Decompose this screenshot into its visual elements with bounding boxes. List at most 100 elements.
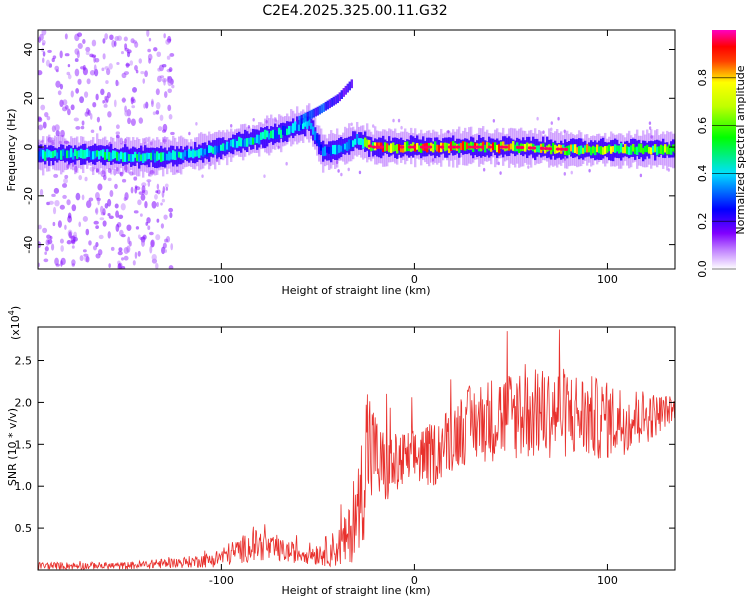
noise-speck — [121, 178, 127, 183]
noise-speck — [47, 49, 52, 53]
ridge-core — [280, 129, 283, 139]
ridge-core — [438, 144, 441, 153]
noise-speck — [117, 263, 122, 269]
ridge-core — [394, 145, 397, 152]
noise-speck — [164, 249, 168, 253]
snr-marks — [38, 329, 675, 570]
noise-speck — [79, 255, 84, 262]
ridge-core — [292, 123, 295, 133]
noise-speck — [134, 185, 138, 189]
ridge-peak-cell — [379, 145, 385, 149]
ridge-core — [82, 150, 85, 159]
noise-speck — [114, 183, 118, 189]
noise-speck — [49, 137, 55, 143]
noise-speck — [123, 255, 129, 261]
noise-speck — [147, 181, 151, 187]
noise-speck — [84, 176, 88, 182]
noise-speck — [230, 123, 233, 128]
noise-speck — [150, 239, 155, 248]
ridge-core — [110, 152, 113, 161]
noise-speck — [144, 70, 148, 78]
ridge-peak-cell — [471, 145, 477, 149]
x-tick-label: 0 — [411, 273, 418, 286]
ridge-core — [572, 144, 575, 153]
ridge-core — [398, 144, 401, 151]
ridge-core — [140, 154, 143, 162]
ridge-core — [650, 147, 653, 155]
ridge-core — [370, 144, 373, 152]
noise-speck — [135, 226, 140, 230]
spectrogram-x-label: Height of straight line (km) — [281, 284, 430, 297]
branch-cell — [332, 96, 335, 106]
ridge-core — [576, 147, 579, 155]
noise-speck — [285, 161, 288, 166]
noise-speck — [48, 200, 54, 205]
noise-speck — [135, 69, 139, 74]
ridge-core — [392, 142, 395, 152]
noise-speck — [104, 203, 109, 209]
ridge-core — [378, 142, 381, 149]
ridge-core — [208, 145, 211, 153]
noise-speck — [108, 63, 113, 70]
ridge-core — [648, 146, 651, 154]
ridge-core — [552, 142, 555, 152]
ridge-core — [362, 139, 365, 149]
ridge-core — [214, 145, 217, 155]
ridge-core — [56, 152, 59, 159]
snr-frame — [37, 326, 676, 571]
noise-speck — [156, 218, 160, 223]
noise-speck — [129, 171, 134, 176]
noise-speck — [139, 213, 143, 217]
noise-speck — [82, 67, 88, 76]
ridge-core — [206, 147, 209, 157]
noise-speck — [142, 78, 146, 84]
ridge-core — [672, 144, 675, 152]
x-tick-label: -100 — [209, 574, 234, 587]
ridge-core — [328, 146, 331, 154]
noise-speck — [102, 220, 107, 227]
ridge-core — [310, 123, 313, 130]
ridge-core — [402, 144, 405, 153]
noise-speck — [97, 183, 103, 191]
ridge-core — [150, 152, 153, 161]
ridge-peak-cell — [547, 147, 553, 151]
noise-speck — [54, 257, 59, 266]
noise-speck — [536, 116, 539, 121]
noise-speck — [58, 140, 63, 145]
ridge-core — [316, 134, 319, 144]
y-tick-label: 0.5 — [15, 522, 33, 535]
ridge-core — [218, 145, 221, 153]
ridge-core — [98, 151, 101, 160]
noise-speck — [134, 251, 138, 259]
ridge-core — [108, 151, 111, 162]
colorbar: 0.0 0.2 0.4 0.6 0.8 Normalized spectral ampl… — [696, 30, 747, 278]
ridge-core — [144, 153, 147, 162]
noise-speck — [110, 246, 115, 251]
noise-speck — [209, 162, 212, 167]
noise-speck — [87, 109, 91, 116]
noise-speck — [89, 113, 93, 120]
ridge-core — [338, 144, 341, 153]
x-tick-label: 0 — [411, 574, 418, 587]
ridge-core — [466, 142, 469, 150]
noise-speck — [117, 251, 123, 256]
ridge-core — [638, 143, 641, 153]
noise-speck — [115, 124, 120, 130]
noise-speck — [146, 179, 152, 183]
noise-speck — [164, 238, 169, 243]
noise-speck — [116, 61, 120, 66]
ridge-core — [364, 137, 367, 147]
noise-speck — [340, 172, 343, 177]
ridge-core — [288, 125, 291, 135]
noise-speck — [108, 215, 114, 219]
ridge-core — [578, 146, 581, 156]
noise-speck — [167, 88, 172, 94]
noise-speck — [132, 87, 138, 93]
ridge-core — [644, 145, 647, 153]
ridge-core — [432, 143, 435, 153]
ridge-core — [270, 130, 273, 138]
ridge-core — [462, 141, 465, 151]
ridge-core — [434, 141, 437, 150]
noise-speck — [73, 231, 77, 238]
noise-speck — [133, 210, 139, 214]
